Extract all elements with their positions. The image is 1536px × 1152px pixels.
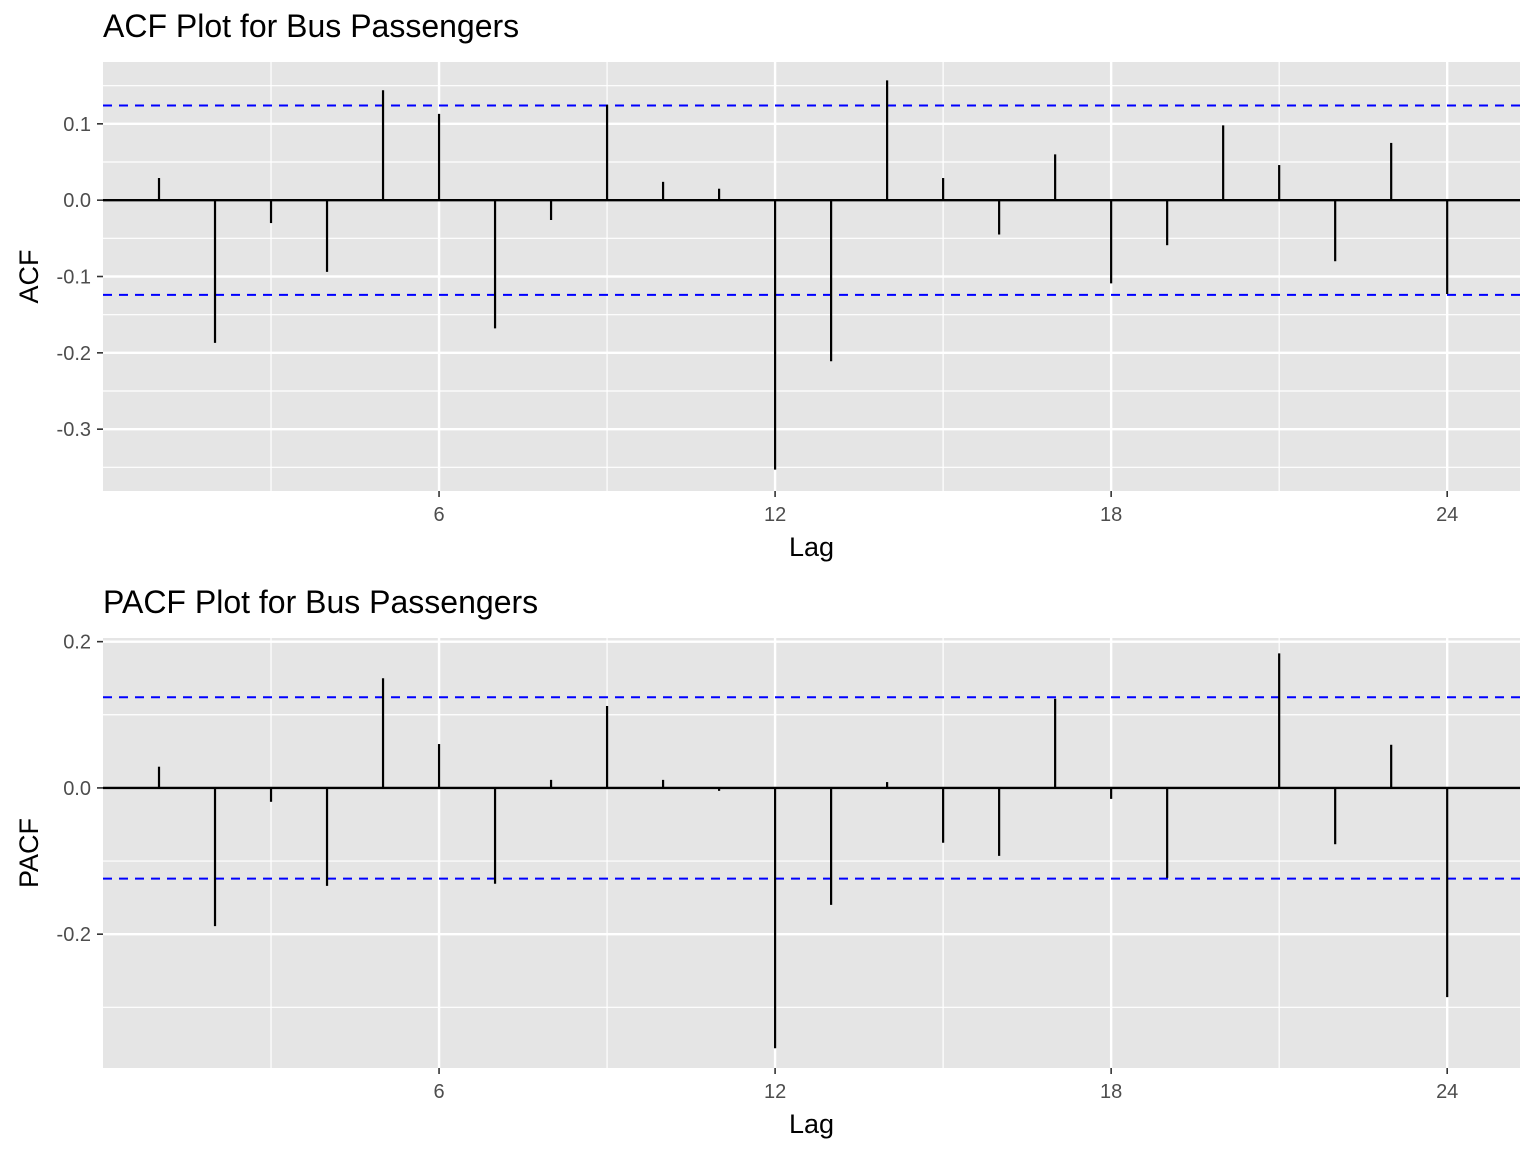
x-tick-label: 12 [764, 1081, 786, 1103]
x-tick-label: 6 [433, 1081, 444, 1103]
y-tick-label: -0.2 [57, 343, 91, 365]
x-tick-label: 24 [1436, 504, 1458, 526]
y-tick-label: -0.2 [57, 924, 91, 946]
panel-background [103, 638, 1520, 1068]
x-tick-label: 18 [1100, 504, 1122, 526]
y-tick-label: 0.1 [63, 114, 91, 136]
x-tick-label: 12 [764, 504, 786, 526]
x-axis-label: Lag [789, 1109, 834, 1139]
x-axis-label: Lag [789, 532, 834, 562]
y-tick-label: -0.3 [57, 419, 91, 441]
x-tick-label: 24 [1436, 1081, 1458, 1103]
acf-plot: ACF Plot for Bus Passengers 0.1 0.0 -0.1 -0… [14, 8, 1520, 562]
pacf-plot: PACF Plot for Bus Passengers 0.2 0.0 -0.2 6… [0, 576, 1536, 1152]
pacf-chart-svg: 0.2 0.0 -0.2 6 12 18 24 Lag PACF [14, 632, 1520, 1139]
y-tick-label: 0.0 [63, 778, 91, 800]
acf-chart-svg: 0.1 0.0 -0.1 -0.2 -0.3 6 12 18 24 Lag ACF [14, 62, 1520, 562]
chart-title: ACF Plot for Bus Passengers [103, 8, 520, 44]
y-tick-label: 0.2 [63, 632, 91, 654]
y-axis-label: PACF [14, 818, 44, 888]
x-tick-label: 6 [433, 504, 444, 526]
chart-title: PACF Plot for Bus Passengers [103, 584, 539, 620]
y-tick-label: 0.0 [63, 190, 91, 212]
x-tick-label: 18 [1100, 1081, 1122, 1103]
y-tick-label: -0.1 [57, 267, 91, 289]
y-axis-label: ACF [14, 250, 44, 304]
